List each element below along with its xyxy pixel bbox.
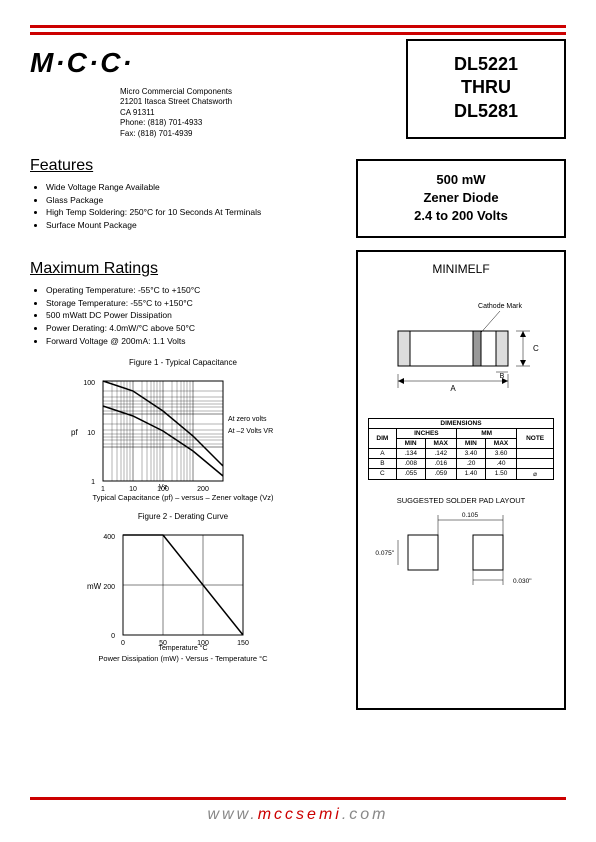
- pkg-drawing: Cathode Mark A B: [368, 296, 556, 396]
- svg-text:At zero volts: At zero volts: [228, 416, 267, 423]
- col-note: NOTE: [517, 428, 554, 448]
- svg-text:200: 200: [103, 584, 115, 591]
- col-dim: DIM: [369, 428, 397, 448]
- footer-url: www.mccsemi.com: [0, 806, 596, 824]
- table-row: A.134.1423.403.60: [369, 448, 554, 458]
- ratings-list: Operating Temperature: -55°C to +150°C S…: [46, 284, 336, 348]
- feature-item: Surface Mount Package: [46, 219, 336, 232]
- logo: M·C·C·: [30, 47, 386, 79]
- table-row: B.008.016.20.40: [369, 458, 554, 468]
- feature-item: High Temp Soldering: 250°C for 10 Second…: [46, 206, 336, 219]
- svg-text:pf: pf: [71, 428, 78, 437]
- fig1-title: Figure 1 - Typical Capacitance: [30, 358, 336, 367]
- svg-text:10: 10: [129, 486, 137, 491]
- company-info: Micro Commercial Components 21201 Itasca…: [120, 87, 386, 139]
- svg-text:At –2 Volts VR: At –2 Volts VR: [228, 428, 273, 435]
- product-box: 500 mW Zener Diode 2.4 to 200 Volts: [356, 159, 566, 238]
- fig1-chart: 100 10 1 1 10 100 200 pf At zero volts A…: [63, 371, 303, 491]
- dim-header: DIMENSIONS: [369, 418, 554, 428]
- rating-item: Operating Temperature: -55°C to +150°C: [46, 284, 336, 297]
- rating-item: 500 mWatt DC Power Dissipation: [46, 309, 336, 322]
- sub-l1: 500 mW: [372, 171, 550, 189]
- svg-text:0.075": 0.075": [375, 550, 394, 557]
- part-title: DL5221 THRU DL5281: [406, 39, 566, 139]
- sub-l2: Zener Diode: [372, 189, 550, 207]
- svg-text:0: 0: [121, 640, 125, 645]
- sub-l3: 2.4 to 200 Volts: [372, 207, 550, 225]
- url-pre: www.: [207, 806, 257, 823]
- table-row: C.055.0591.401.50⌀: [369, 468, 554, 479]
- svg-text:10: 10: [87, 430, 95, 437]
- col-max1: MAX: [425, 438, 456, 448]
- url-main: mccsemi: [258, 806, 342, 823]
- fig2-chart: 400 200 0 0 50 100 150 mW Temperature °C: [83, 525, 283, 652]
- features-list: Wide Voltage Range Available Glass Packa…: [46, 181, 336, 232]
- svg-text:0.030": 0.030": [513, 578, 532, 585]
- company-addr1: 21201 Itasca Street Chatsworth: [120, 97, 386, 107]
- ratings-heading: Maximum Ratings: [30, 260, 336, 278]
- svg-text:Vz: Vz: [159, 484, 168, 491]
- footer: www.mccsemi.com: [0, 797, 596, 824]
- title-l2: THRU: [428, 76, 544, 99]
- col-mm: MM: [456, 428, 516, 438]
- svg-text:50: 50: [159, 640, 167, 645]
- company-fax: Fax: (818) 701-4939: [120, 129, 386, 139]
- title-l1: DL5221: [428, 53, 544, 76]
- company-addr2: CA 91311: [120, 108, 386, 118]
- svg-text:1: 1: [101, 486, 105, 491]
- col-max2: MAX: [485, 438, 516, 448]
- col-inches: INCHES: [396, 428, 456, 438]
- col-min2: MIN: [456, 438, 485, 448]
- rating-item: Storage Temperature: -55°C to +150°C: [46, 297, 336, 310]
- svg-text:mW: mW: [87, 582, 102, 591]
- company-phone: Phone: (818) 701-4933: [120, 118, 386, 128]
- features-heading: Features: [30, 157, 336, 175]
- fig2-title: Figure 2 - Derating Curve: [30, 512, 336, 521]
- svg-text:400: 400: [103, 534, 115, 541]
- fig1-caption: Typical Capacitance (pf) – versus – Zene…: [30, 493, 336, 502]
- svg-text:200: 200: [197, 486, 209, 491]
- svg-text:150: 150: [237, 640, 249, 645]
- pad-drawing: 0.105 0.075" 0.030": [368, 505, 556, 595]
- feature-item: Wide Voltage Range Available: [46, 181, 336, 194]
- col-min1: MIN: [396, 438, 425, 448]
- fig2-caption: Power Dissipation (mW) - Versus - Temper…: [30, 654, 336, 663]
- svg-text:0: 0: [111, 633, 115, 640]
- svg-text:C: C: [533, 344, 539, 353]
- company-name: Micro Commercial Components: [120, 87, 386, 97]
- svg-text:Cathode Mark: Cathode Mark: [478, 303, 522, 310]
- svg-text:B: B: [500, 373, 505, 380]
- rating-item: Power Derating: 4.0mW/°C above 50°C: [46, 322, 336, 335]
- pad-title: SUGGESTED SOLDER PAD LAYOUT: [368, 496, 554, 505]
- feature-item: Glass Package: [46, 194, 336, 207]
- title-l3: DL5281: [428, 100, 544, 123]
- rating-item: Forward Voltage @ 200mA: 1.1 Volts: [46, 335, 336, 348]
- svg-text:100: 100: [83, 380, 95, 387]
- pkg-title: MINIMELF: [368, 262, 554, 276]
- dimensions-table: DIMENSIONS DIM INCHES MM NOTE MIN MAX MI…: [368, 418, 554, 480]
- fig2-xlabel: Temperature °C: [83, 645, 283, 652]
- svg-text:1: 1: [91, 479, 95, 486]
- url-post: .com: [342, 806, 389, 823]
- svg-text:0.105: 0.105: [462, 512, 479, 519]
- svg-text:100: 100: [197, 640, 209, 645]
- svg-text:A: A: [450, 384, 456, 393]
